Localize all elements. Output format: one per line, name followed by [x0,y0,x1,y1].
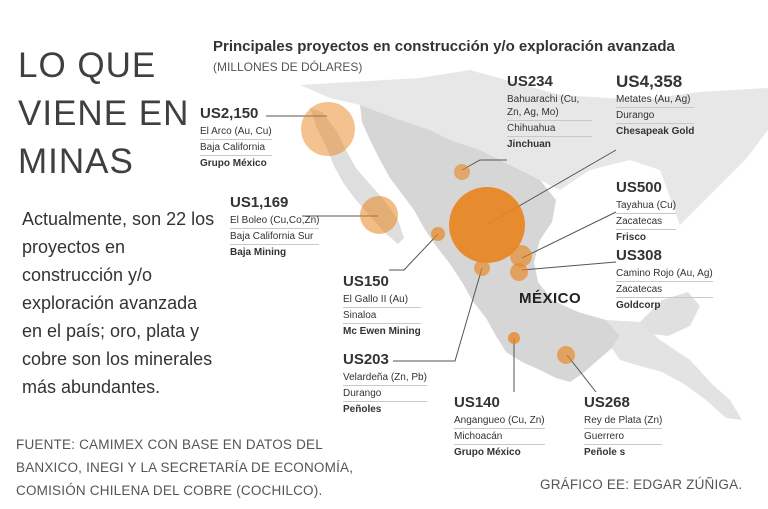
project-angangueo: US140 Angangueo (Cu, Zn) Michoacán Grupo… [454,393,545,459]
leader-camino-rojo [521,261,617,271]
intro-text: Actualmente, son 22 los proyectos en con… [22,209,215,397]
project-state: Baja California [200,141,272,156]
project-el-arco: US2,150 El Arco (Au, Cu) Baja California… [200,104,272,170]
project-name: El Boleo (Cu,Co,Zn) [230,214,320,229]
project-name: Bahuarachi (Cu, Zn, Ag, Mo) [507,93,592,121]
project-bahuarachi: US234 Bahuarachi (Cu, Zn, Ag, Mo) Chihua… [507,72,592,151]
bubble-el-boleo [360,196,398,234]
project-el-gallo: US150 El Gallo II (Au) Sinaloa Mc Ewen M… [343,272,421,338]
project-company: Jinchuan [507,139,551,150]
graphic-credit: GRÁFICO EE: EDGAR ZÚÑIGA. [540,477,743,492]
project-tayahua: US500 Tayahua (Cu) Zacatecas Frisco [616,178,677,244]
bubble-metates [449,187,525,263]
project-state: Durango [343,387,427,402]
project-company: Mc Ewen Mining [343,326,421,337]
leader-tayahua [521,211,617,259]
project-company: Peñoles [343,404,382,415]
bubble-tayahua [510,245,532,267]
bubble-el-gallo [431,227,445,241]
project-state: Baja California Sur [230,230,320,245]
project-metates: US4,358 Metates (Au, Ag) Durango Chesape… [616,72,695,138]
project-name: Angangueo (Cu, Zn) [454,414,545,429]
project-company: Frisco [616,232,647,243]
project-el-boleo: US1,169 El Boleo (Cu,Co,Zn) Baja Califor… [230,193,320,259]
project-name: El Arco (Au, Cu) [200,125,272,140]
project-rey-de-plata: US268 Rey de Plata (Zn) Guerrero Peñole … [584,393,663,459]
project-name: Rey de Plata (Zn) [584,414,663,429]
project-name: Camino Rojo (Au, Ag) [616,267,713,282]
leader-velardena [393,267,483,362]
project-state: Michoacán [454,430,545,445]
project-amount: US150 [343,273,389,290]
project-amount: US500 [616,179,662,196]
project-company: Peñole s [584,447,626,458]
leader-bahuarachi [461,159,507,171]
yucatan [640,292,700,336]
project-amount: US2,150 [200,105,259,122]
project-state: Sinaloa [343,309,421,324]
usa-land [300,70,768,225]
project-amount: US140 [454,394,500,411]
project-company: Chesapeak Gold [616,126,695,137]
project-state: Zacatecas [616,283,713,298]
project-state: Zacatecas [616,215,677,230]
project-company: Goldcorp [616,300,661,311]
bubble-el-arco [301,102,355,156]
project-name: El Gallo II (Au) [343,293,421,308]
chart-title: Principales proyectos en construcción y/… [213,38,675,55]
bubble-camino-rojo [510,263,528,281]
project-company: Baja Mining [230,247,287,258]
project-camino-rojo: US308 Camino Rojo (Au, Ag) Zacatecas Gol… [616,246,713,312]
source-note: FUENTE: CAMIMEX CON BASE EN DATOS DEL BA… [16,437,354,498]
leader-el-gallo [389,233,439,271]
project-name: Metates (Au, Ag) [616,93,695,108]
country-label: MÉXICO [519,290,582,307]
project-name: Tayahua (Cu) [616,199,677,214]
project-amount: US4,358 [616,72,683,91]
project-velardena: US203 Velardeña (Zn, Pb) Durango Peñoles [343,350,427,416]
project-amount: US203 [343,351,389,368]
project-amount: US268 [584,394,630,411]
chart-subtitle: (MILLONES DE DÓLARES) [213,60,363,74]
project-company: Grupo México [454,447,521,458]
central-america [606,320,742,420]
bubble-bahuarachi [454,164,470,180]
project-amount: US308 [616,247,662,264]
project-state: Chihuahua [507,122,592,137]
page-title: LO QUE VIENE EN MINAS [18,46,190,181]
bubble-rey-de-plata [557,346,575,364]
project-state: Durango [616,109,695,124]
bubble-velardena [474,260,490,276]
project-name: Velardeña (Zn, Pb) [343,371,427,386]
project-state: Guerrero [584,430,663,445]
project-company: Grupo México [200,158,267,169]
bubble-angangueo [508,332,520,344]
project-amount: US1,169 [230,194,289,211]
project-amount: US234 [507,73,553,90]
